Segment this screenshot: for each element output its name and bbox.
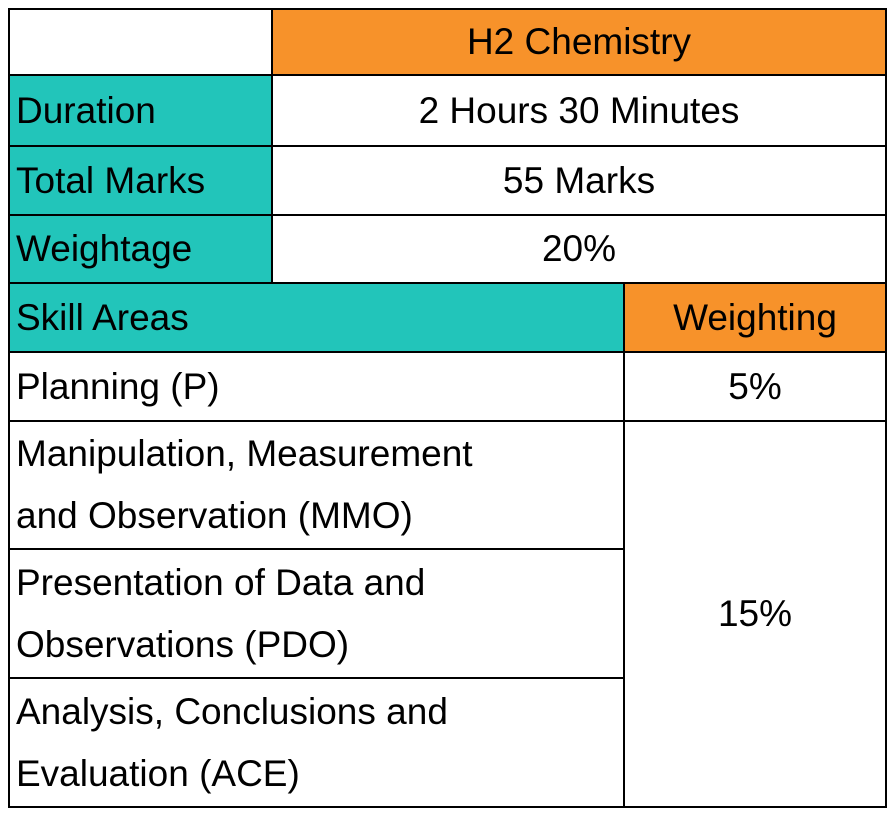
weighting: 15%	[717, 593, 793, 634]
info-label-cell: Duration	[8, 74, 273, 147]
skill-line: Manipulation, Measurement	[16, 433, 473, 474]
weighting-header: Weighting	[673, 296, 837, 338]
skill-cell: Manipulation, Measurement and Observation…	[8, 420, 625, 550]
header-cell: H2 Chemistry	[271, 8, 887, 76]
skill-cell: Planning (P)	[8, 351, 625, 422]
skills-header: Skill Areas	[16, 296, 189, 338]
weighting-cell: 5%	[623, 351, 887, 422]
info-value-cell: 20%	[271, 214, 887, 284]
weighting: 5%	[728, 365, 782, 407]
info-value-cell: 55 Marks	[271, 145, 887, 216]
weighting-cell: 15%	[623, 420, 887, 808]
info-label: Weightage	[16, 228, 193, 269]
info-value: 20%	[541, 228, 617, 269]
weighting-header-cell: Weighting	[623, 282, 887, 353]
skills-header-cell: Skill Areas	[8, 282, 625, 353]
info-label-cell: Total Marks	[8, 145, 273, 216]
empty-cell	[8, 8, 273, 76]
skill-line: Evaluation (ACE)	[16, 752, 300, 794]
skill-line: Analysis, Conclusions and	[16, 690, 448, 732]
info-label: Total Marks	[16, 159, 206, 201]
skill-line: and Observation (MMO)	[16, 495, 413, 536]
skill-line: Planning (P)	[16, 365, 220, 407]
skill-cell: Analysis, Conclusions and Evaluation (ACE…	[8, 677, 625, 808]
skill-cell: Presentation of Data and Observations (PD…	[8, 548, 625, 679]
info-label-cell: Weightage	[8, 214, 273, 284]
title: H2 Chemistry	[466, 21, 692, 62]
skill-line: Presentation of Data and	[16, 561, 426, 603]
info-value: 2 Hours 30 Minutes	[418, 89, 740, 131]
info-value-cell: 2 Hours 30 Minutes	[271, 74, 887, 147]
info-label: Duration	[16, 89, 156, 131]
skill-line: Observations (PDO)	[16, 623, 350, 665]
info-value: 55 Marks	[502, 159, 656, 201]
